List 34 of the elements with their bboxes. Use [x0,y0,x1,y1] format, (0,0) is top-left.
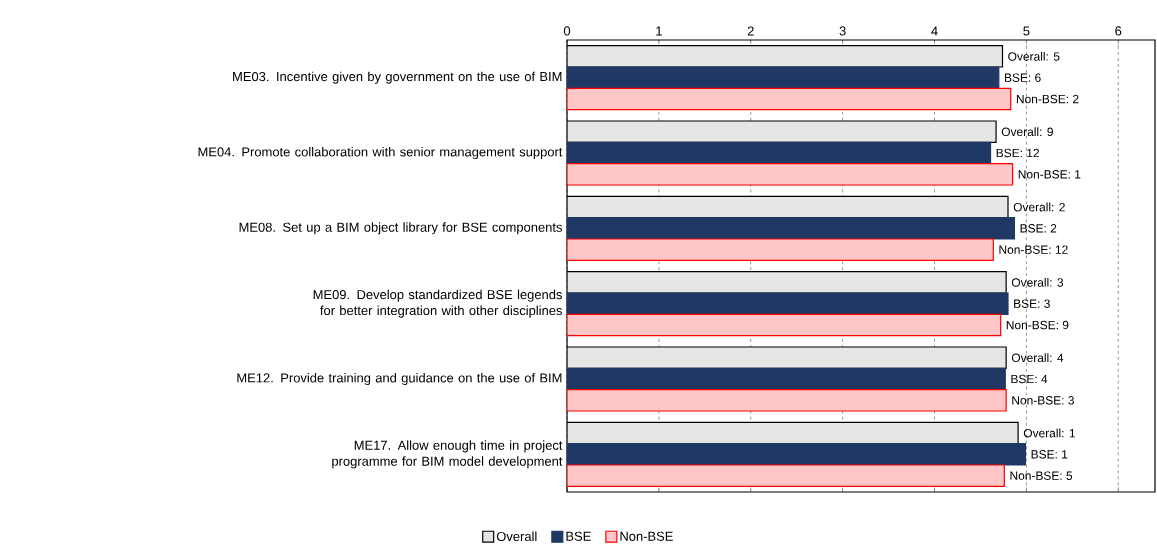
x-tick-label: 3 [839,26,846,36]
annotation: Overall: 9 [1001,127,1053,137]
x-tick-label: 4 [931,26,938,36]
y-tick-label: ME04. Promote collaboration with senior management support [198,146,563,160]
annotation: Overall: 2 [1013,202,1065,212]
annotation: BSE: 6 [1004,73,1041,82]
annotation: Overall: 1 [1023,428,1075,438]
annotation: BSE: 2 [1020,224,1057,233]
x-tick-label: 2 [747,26,754,36]
annotation: BSE: 3 [1014,299,1050,308]
y-tick-label: ME09. Develop standardized BSE legends for better integration with other disciplines [313,289,562,318]
y-tick-label: ME12. Provide training and guidance on the use of BIM [237,372,562,386]
x-tick-label: 0 [563,26,571,36]
annotation: BSE: 4 [1011,374,1048,384]
annotation: Non-BSE: 9 [1006,320,1069,330]
annotation: Non-BSE: 5 [1010,471,1073,480]
y-tick-label: ME03. Incentive given by government on the use of BIM [233,71,562,84]
annotation: BSE: 1 [1031,450,1068,459]
x-tick-label: 1 [656,26,662,36]
annotation: BSE: 12 [996,148,1039,158]
annotation: Non-BSE: 2 [1016,94,1079,104]
annotation: Overall: 4 [1011,353,1064,363]
annotation: Non-BSE: 12 [999,245,1068,254]
annotation: Non-BSE: 1 [1018,170,1081,179]
annotation: Non-BSE: 3 [1012,396,1074,405]
x-tick-label: 5 [1023,26,1030,36]
annotation: Overall: 5 [1008,51,1060,61]
y-tick-label: ME08. Set up a BIM object library for BSE components [239,222,562,235]
annotation: Overall: 3 [1011,277,1064,287]
legend-label: Overall [496,531,537,542]
legend-label: Non-BSE [620,531,673,541]
legend-label: BSE [566,531,591,541]
y-tick-label: ME17. Allow enough time in project programme for BIM model development [332,440,563,469]
x-tick-label: 6 [1115,26,1122,36]
